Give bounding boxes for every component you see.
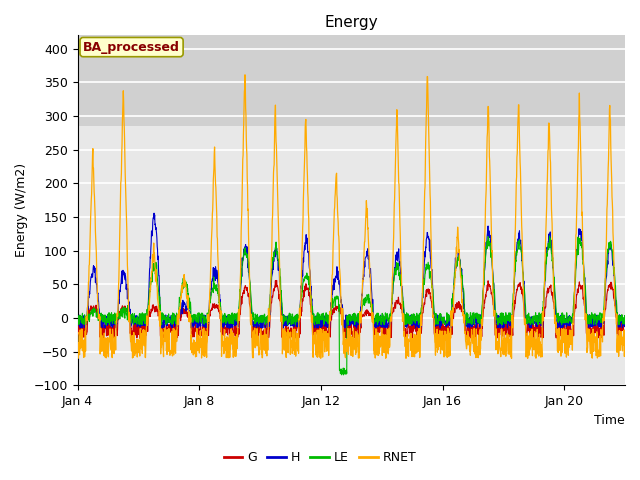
H — [74, 316, 81, 322]
G — [318, 328, 326, 334]
RNET — [318, 341, 326, 347]
LE — [546, 233, 554, 239]
Line: G: G — [77, 280, 625, 338]
G — [621, 328, 629, 334]
RNET — [309, 350, 317, 356]
H — [365, 266, 373, 272]
RNET — [508, 356, 515, 361]
Line: H: H — [77, 213, 625, 328]
LE — [365, 300, 373, 305]
LE — [621, 318, 629, 324]
G — [106, 324, 114, 329]
LE — [426, 274, 434, 280]
LE — [106, 311, 114, 317]
H — [150, 210, 158, 216]
RNET — [74, 331, 81, 336]
LE — [308, 306, 316, 312]
RNET — [365, 257, 373, 263]
RNET — [547, 156, 554, 162]
RNET — [426, 180, 434, 186]
RNET — [106, 326, 114, 332]
G — [426, 290, 434, 296]
LE — [340, 372, 348, 378]
G — [309, 333, 317, 339]
H — [318, 322, 326, 327]
Line: LE: LE — [77, 236, 625, 375]
Bar — [77, 36, 625, 126]
H — [621, 323, 629, 329]
H — [546, 239, 554, 245]
LE — [317, 313, 325, 319]
G — [324, 336, 332, 341]
H — [309, 318, 317, 324]
RNET — [241, 72, 249, 78]
X-axis label: Time: Time — [595, 414, 625, 427]
H — [106, 315, 114, 321]
Legend: G, H, LE, RNET: G, H, LE, RNET — [219, 446, 421, 469]
G — [273, 277, 280, 283]
G — [547, 284, 554, 290]
G — [74, 321, 81, 327]
LE — [547, 235, 554, 241]
Title: Energy: Energy — [324, 15, 378, 30]
G — [365, 310, 373, 316]
Y-axis label: Energy (W/m2): Energy (W/m2) — [15, 163, 28, 257]
H — [426, 237, 434, 242]
LE — [74, 319, 81, 324]
H — [557, 325, 564, 331]
RNET — [621, 347, 629, 352]
Text: BA_processed: BA_processed — [83, 41, 180, 54]
Line: RNET: RNET — [77, 75, 625, 359]
